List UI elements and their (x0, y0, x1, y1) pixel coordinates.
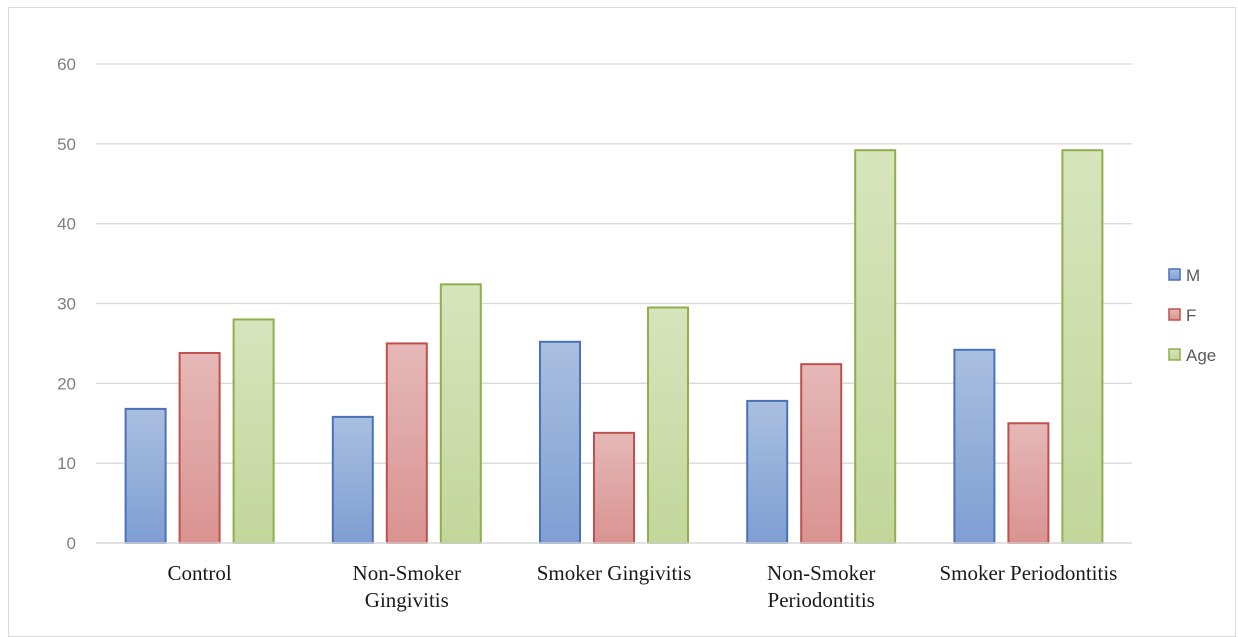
bar-m-0 (124, 407, 167, 544)
legend: M F Age (1168, 266, 1216, 365)
bar-age-4 (1061, 149, 1104, 544)
y-axis-ticks: 0 10 20 30 40 50 60 (57, 55, 76, 553)
y-tick-label: 30 (57, 295, 76, 314)
bar-age-0 (232, 318, 275, 545)
legend-label-age: Age (1186, 346, 1216, 365)
bar-age-3 (854, 149, 897, 544)
bar-f-2 (593, 431, 635, 544)
bar-f-4 (1007, 422, 1050, 544)
bar-age-1 (439, 283, 482, 544)
bar-f-1 (385, 342, 428, 544)
x-axis-ticks: Control Non-Smoker Gingivitis Smoker Gingiv… (168, 561, 1118, 612)
y-tick-label: 40 (57, 215, 76, 234)
bar-m-4 (953, 348, 996, 545)
bars (124, 149, 1104, 545)
y-tick-label: 0 (67, 534, 76, 553)
y-tick-label: 20 (57, 374, 76, 393)
legend-swatch-m (1168, 268, 1181, 281)
bar-f-3 (800, 363, 843, 544)
bar-m-1 (331, 415, 374, 545)
y-tick-label: 10 (57, 454, 76, 473)
bar-m-2 (539, 340, 581, 544)
bar-chart: 0 10 20 30 40 50 60 Control Non-Smoker Gingiviti… (57, 55, 1216, 612)
y-tick-label: 60 (57, 55, 76, 74)
legend-swatch-age (1168, 348, 1181, 361)
legend-label-f: F (1186, 306, 1196, 325)
bar-age-2 (647, 306, 689, 544)
bar-m-3 (746, 399, 789, 544)
x-tick-label: Smoker Gingivitis (537, 561, 692, 585)
bar-f-0 (178, 351, 221, 544)
x-tick-label: Non-Smoker Periodontitis (767, 561, 876, 612)
x-tick-label: Smoker Periodontitis (939, 561, 1117, 585)
legend-label-m: M (1186, 266, 1200, 285)
x-tick-label: Non-Smoker Gingivitis (353, 561, 462, 612)
x-tick-label: Control (168, 561, 232, 585)
legend-swatch-f (1168, 308, 1181, 321)
y-tick-label: 50 (57, 135, 76, 154)
